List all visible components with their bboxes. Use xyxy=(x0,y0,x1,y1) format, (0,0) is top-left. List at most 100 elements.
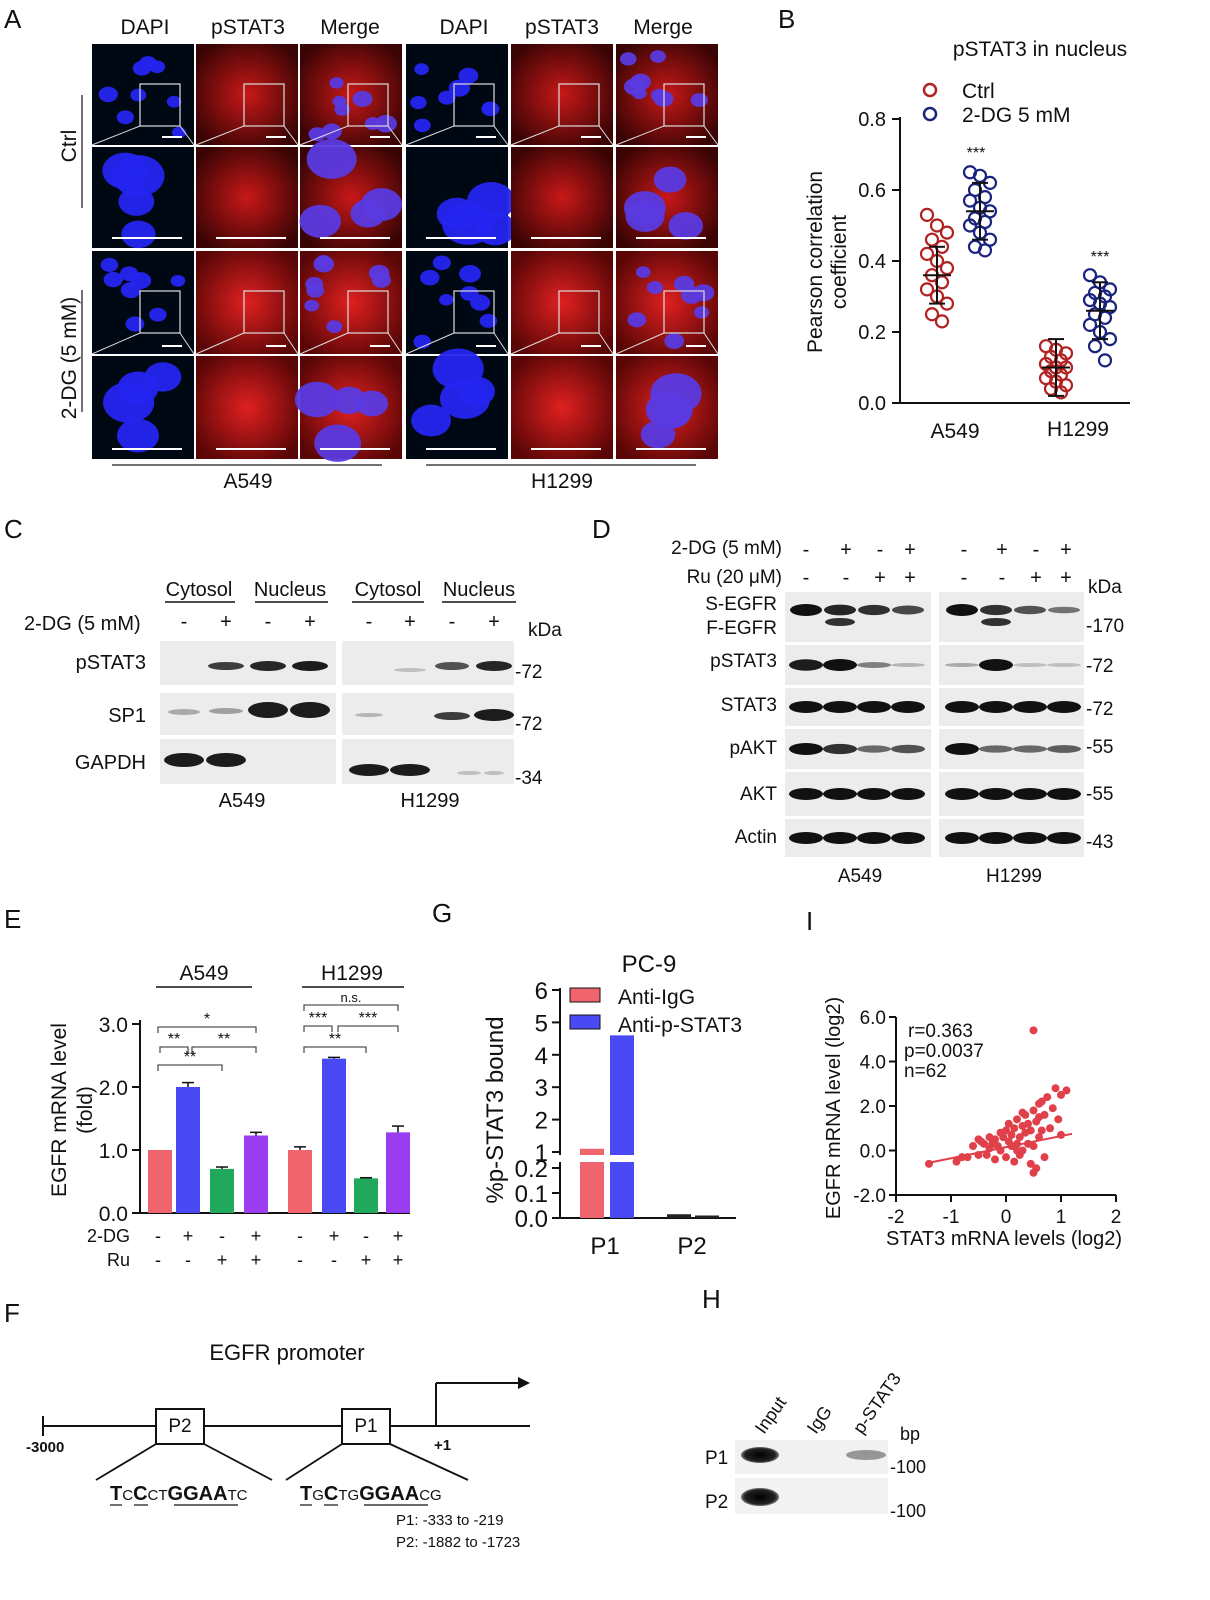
x-tick-label: 2 xyxy=(1111,1207,1122,1228)
data-point xyxy=(1087,339,1103,354)
box-p1 xyxy=(341,1408,391,1445)
stat-p: p=0.0037 xyxy=(904,1041,984,1062)
sig-label: ** xyxy=(218,1031,230,1048)
sign-ru: - xyxy=(297,1250,303,1270)
fraction-label: Nucleus xyxy=(443,579,515,601)
y-tick-label: -2.0 xyxy=(853,1186,886,1207)
blot-strip xyxy=(342,739,514,784)
nucleus xyxy=(440,378,491,419)
kda-label: kDa xyxy=(1088,577,1122,598)
blot-band xyxy=(1014,605,1046,615)
blot-band xyxy=(945,701,979,713)
blot-band xyxy=(1047,788,1081,800)
panel-b: pSTAT3 in nucleus Ctrl 2-DG 5 mM Pearson… xyxy=(804,38,1130,443)
panel-letter-a: A xyxy=(4,4,22,34)
kda-marker: -72 xyxy=(1086,656,1113,677)
sign-2dg: - xyxy=(1033,539,1040,561)
data-point xyxy=(1046,1124,1054,1133)
blot-band xyxy=(164,753,204,767)
protein-label: F-EGFR xyxy=(706,618,777,639)
blot-band xyxy=(394,668,426,672)
y-ticks: 0.0 0.2 0.4 0.6 0.8 xyxy=(858,109,900,415)
box-p1-label: P1 xyxy=(354,1416,377,1437)
zoom-line xyxy=(283,332,299,355)
data-point xyxy=(939,225,955,240)
group-title-h1299: H1299 xyxy=(321,962,383,985)
bar xyxy=(610,1162,634,1218)
zoom-line xyxy=(493,332,509,355)
blot-band xyxy=(824,604,856,616)
blot-band xyxy=(823,659,857,671)
nucleus xyxy=(470,294,491,311)
blot-band xyxy=(390,764,430,776)
y-tick-label: 0.0 xyxy=(860,1142,886,1163)
panel-letter-d: D xyxy=(592,514,611,544)
blot-band xyxy=(979,659,1013,671)
treatment-sign: - xyxy=(366,611,373,633)
sign-ru: + xyxy=(217,1250,228,1270)
nucleus xyxy=(306,283,325,298)
zoom-line xyxy=(91,125,141,146)
blot-band xyxy=(434,712,470,720)
box-p2 xyxy=(155,1408,205,1445)
sign-ru: + xyxy=(904,567,916,589)
sign-2dg: + xyxy=(393,1226,404,1246)
row-label-2dg: 2-DG (5 mM) xyxy=(58,297,81,420)
x-tick-h1299: H1299 xyxy=(1047,418,1109,441)
col-header-dapi-a549: DAPI xyxy=(120,16,169,39)
bp-label: bp xyxy=(900,1424,920,1444)
data-point xyxy=(991,1155,999,1164)
y-tick-label: 2 xyxy=(535,1108,548,1135)
zoom-line xyxy=(405,332,455,355)
panel-h: Input IgG p-STAT3 bp P1 P2 -100 -100 xyxy=(705,1369,926,1521)
kda-marker: -55 xyxy=(1086,784,1113,805)
nucleus xyxy=(98,86,118,103)
y-tick-label: 5 xyxy=(535,1010,548,1037)
panel-letter-c: C xyxy=(4,514,23,544)
chart-title: PC-9 xyxy=(622,951,677,978)
y-axis-label-line2: coefficient xyxy=(828,215,851,309)
nucleus xyxy=(117,418,159,453)
bar xyxy=(288,1150,312,1213)
data-point xyxy=(1062,1086,1071,1095)
blot-band xyxy=(891,788,925,800)
nucleus xyxy=(304,299,320,312)
y-tick-label: 1 xyxy=(535,1140,548,1167)
cell-line-label: A549 xyxy=(838,866,882,887)
zoom-line xyxy=(598,332,614,355)
bar xyxy=(244,1135,268,1213)
panel-letter-g: G xyxy=(432,898,452,928)
protein-label: GAPDH xyxy=(75,752,146,774)
zoom-box xyxy=(558,290,600,334)
blot-band xyxy=(1048,606,1080,614)
blot-band xyxy=(891,744,925,754)
y-tick-label: 0.2 xyxy=(515,1156,548,1183)
data-point xyxy=(1054,1115,1063,1124)
data-point xyxy=(1010,1157,1019,1166)
bar xyxy=(695,1215,719,1218)
nucleus xyxy=(645,391,693,429)
blot-band xyxy=(857,788,891,800)
bar xyxy=(176,1087,200,1213)
nucleus xyxy=(315,255,332,268)
blot-band xyxy=(1013,832,1047,844)
blot-band xyxy=(457,771,481,775)
zoom-line xyxy=(703,332,719,355)
blot-strip xyxy=(785,592,931,642)
y-tick-label: 0.6 xyxy=(858,180,886,202)
bars xyxy=(580,1035,719,1218)
data-point xyxy=(982,1150,991,1159)
sign-2dg: - xyxy=(363,1226,369,1246)
treatment-label-ru: Ru (20 μM) xyxy=(687,567,782,588)
blot-band xyxy=(979,788,1013,800)
data-point xyxy=(1007,1130,1016,1139)
nucleus xyxy=(413,118,431,133)
col-header-dapi-h1299: DAPI xyxy=(439,16,488,39)
kda-label: kDa xyxy=(528,620,562,641)
sequence-p1: TGCTGGGAACG xyxy=(300,1483,442,1505)
panel-g: PC-9 Anti-IgG Anti-p-STAT3 %p-STAT3 boun… xyxy=(482,951,742,1260)
data-point xyxy=(1051,1084,1060,1093)
nucleus xyxy=(166,95,182,108)
x-tick-p1: P1 xyxy=(590,1233,619,1260)
blot-band xyxy=(789,743,823,755)
